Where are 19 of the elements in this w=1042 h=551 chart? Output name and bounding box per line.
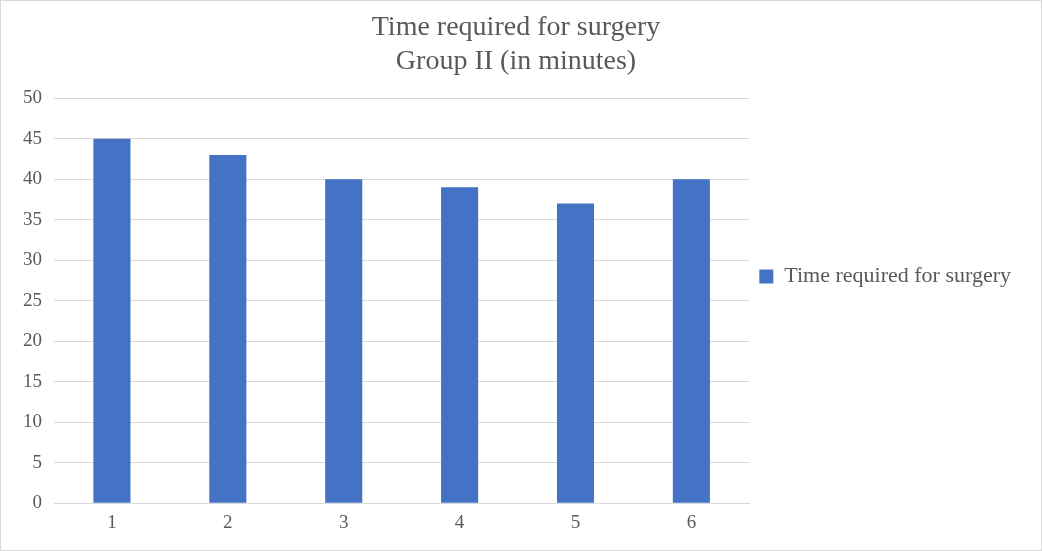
y-tick-label: 15 — [23, 369, 42, 391]
x-tick-label: 2 — [223, 510, 233, 532]
x-tick-label: 5 — [570, 510, 581, 532]
y-tick-label: 20 — [23, 329, 42, 351]
legend-label: Time required for surgery — [784, 262, 1012, 288]
x-tick-label: 1 — [107, 510, 117, 532]
x-tick-label: 6 — [686, 510, 697, 532]
y-tick-label: 0 — [32, 491, 42, 513]
y-tick-label: 25 — [23, 288, 42, 310]
y-tick-label: 5 — [32, 450, 42, 472]
y-tick-label: 40 — [23, 167, 42, 189]
y-tick-label: 45 — [23, 126, 42, 148]
y-tick-label: 35 — [23, 207, 42, 229]
y-tick-label: 30 — [23, 248, 42, 270]
y-tick-label: 10 — [23, 410, 42, 432]
x-tick-label: 3 — [338, 510, 349, 532]
y-tick-label: 50 — [23, 86, 42, 108]
chart-title: Time required for surgery Group II (in minutes) — [371, 10, 661, 75]
x-tick-label: 4 — [454, 510, 465, 532]
